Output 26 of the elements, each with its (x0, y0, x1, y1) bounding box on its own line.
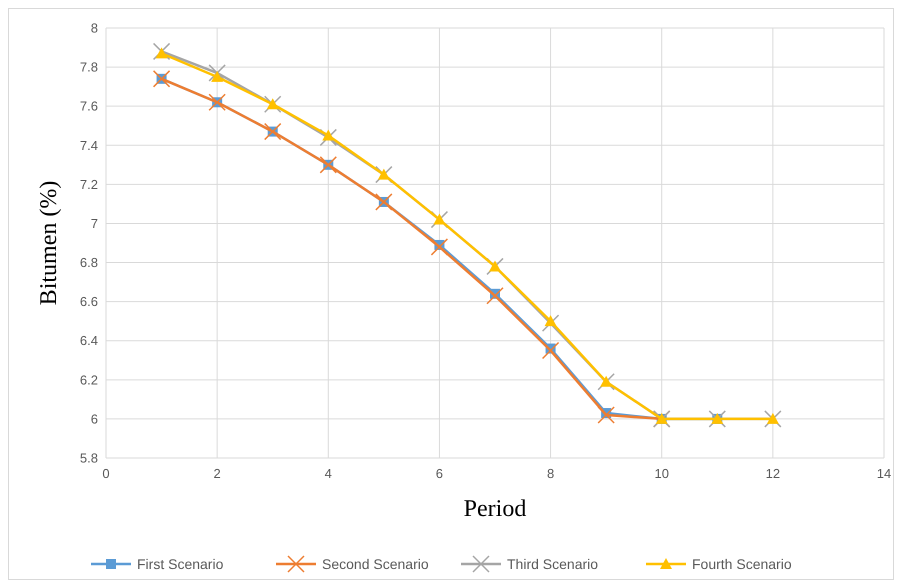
y-tick-label: 7 (90, 216, 98, 231)
y-tick-label: 8 (90, 20, 98, 36)
x-tick-label: 2 (214, 466, 221, 481)
x-tick-label: 12 (766, 466, 780, 481)
legend-label: Second Scenario (322, 556, 429, 572)
x-tick-label: 0 (102, 466, 110, 481)
legend-label: Fourth Scenario (692, 556, 792, 572)
y-tick-label: 7.4 (80, 138, 98, 153)
y-axis-title: Bitumen (%) (36, 180, 62, 306)
y-tick-label: 6.4 (80, 333, 98, 348)
x-tick-label: 14 (876, 466, 892, 481)
y-tick-label: 7.2 (80, 176, 98, 192)
legend-label: First Scenario (137, 556, 224, 572)
x-axis-title: Period (464, 496, 526, 522)
x-tick-label: 10 (654, 466, 669, 481)
x-tick-label: 6 (436, 466, 444, 481)
x-tick-label: 8 (546, 466, 554, 481)
y-tick-label: 6 (90, 411, 98, 426)
y-tick-label: 7.8 (80, 60, 98, 75)
y-tick-label: 6.6 (80, 294, 98, 310)
y-tick-label: 7.6 (80, 98, 98, 114)
y-tick-label: 6.2 (80, 372, 98, 388)
y-tick-label: 6.8 (80, 255, 98, 270)
x-tick-label: 4 (324, 466, 332, 481)
legend-label: Third Scenario (507, 556, 598, 572)
y-tick-label: 5.8 (80, 450, 98, 466)
